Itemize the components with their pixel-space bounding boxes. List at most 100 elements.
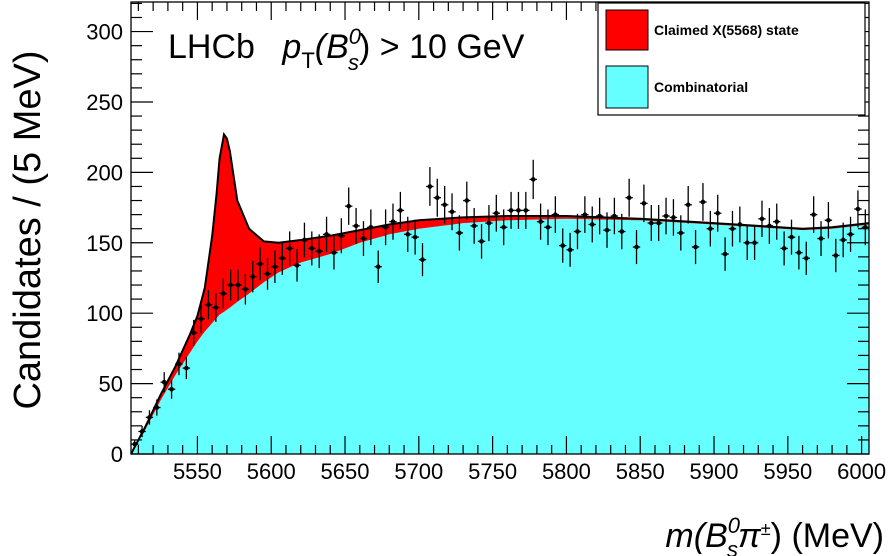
- title-experiment: LHCb: [168, 28, 255, 66]
- data-point: [396, 191, 405, 229]
- data-point: [293, 249, 301, 282]
- xlabel-pm: ±: [761, 519, 771, 539]
- data-point: [588, 206, 596, 243]
- y-axis-label: Candidates / (5 MeV): [7, 50, 49, 409]
- y-tick-label: 200: [86, 160, 123, 185]
- data-point: [632, 229, 641, 265]
- xlabel-m: m(B: [665, 517, 727, 555]
- data-point: [691, 229, 700, 265]
- data-point: [131, 440, 139, 448]
- legend-swatch-signal: [605, 9, 649, 51]
- x-tick-label: 5850: [616, 459, 665, 484]
- x-tick-label: 6000: [837, 459, 886, 484]
- data-point: [507, 191, 515, 229]
- data-point: [204, 290, 213, 320]
- data-point: [728, 210, 737, 247]
- y-tick-label: 250: [86, 90, 123, 115]
- title-T: T: [301, 48, 314, 73]
- data-point: [440, 186, 449, 224]
- data-point: [285, 231, 294, 266]
- xlabel-rest: ) (MeV): [771, 517, 884, 555]
- title-p: p: [281, 28, 301, 66]
- data-point: [839, 222, 847, 258]
- x-tick-label: 5950: [763, 459, 812, 484]
- data-point: [315, 234, 323, 269]
- data-point: [337, 218, 346, 254]
- data-point: [359, 221, 368, 256]
- data-point: [721, 237, 729, 271]
- y-tick-label: 0: [111, 442, 123, 467]
- data-point: [300, 222, 309, 258]
- data-point: [389, 203, 397, 240]
- data-point: [544, 209, 552, 246]
- data-point: [463, 181, 471, 220]
- data-point: [647, 205, 655, 242]
- legend-label-signal: Claimed X(5568) state: [654, 22, 799, 38]
- data-point: [190, 319, 198, 346]
- data-point: [234, 269, 242, 301]
- data-point: [167, 379, 176, 399]
- xlabel-pi: π: [738, 517, 762, 555]
- data-point: [706, 210, 715, 247]
- y-tick-label: 300: [86, 20, 123, 45]
- data-point: [219, 278, 227, 309]
- data-point: [514, 191, 523, 229]
- total-fit-curve: [130, 131, 870, 455]
- data-point: [536, 203, 545, 240]
- data-point: [138, 425, 146, 438]
- data-point: [854, 190, 862, 228]
- data-point: [404, 216, 412, 252]
- data-point: [824, 202, 833, 239]
- data-point: [736, 206, 744, 243]
- x-tick-label: 5900: [690, 459, 739, 484]
- data-point: [477, 224, 486, 259]
- data-point: [381, 209, 390, 246]
- data-point: [418, 243, 427, 277]
- data-point: [758, 200, 766, 238]
- data-point: [765, 207, 774, 244]
- data-point: [699, 183, 707, 221]
- x-tick-label: 5700: [394, 459, 443, 484]
- data-point: [817, 221, 825, 256]
- x-tick-label: 5600: [247, 459, 296, 484]
- data-point: [455, 215, 464, 251]
- data-point: [263, 257, 272, 290]
- data-point: [677, 215, 685, 251]
- data-point: [470, 207, 478, 244]
- data-point: [640, 184, 648, 223]
- data-point: [500, 209, 508, 246]
- data-point: [433, 178, 441, 217]
- data-point: [809, 196, 818, 233]
- data-point: [684, 186, 692, 224]
- title-open: (B: [315, 28, 349, 66]
- data-point: [492, 194, 500, 232]
- xlabel-sup: 0: [728, 513, 741, 538]
- data-point: [249, 260, 257, 293]
- data-point: [669, 199, 678, 236]
- y-tick-label: 100: [86, 301, 123, 326]
- data-point: [278, 241, 286, 275]
- data-point: [522, 191, 530, 229]
- data-point: [197, 305, 205, 333]
- data-point: [618, 213, 626, 250]
- data-point: [832, 238, 840, 273]
- data-point: [367, 209, 375, 246]
- data-point: [448, 193, 456, 231]
- data-point: [654, 205, 663, 242]
- data-point: [559, 228, 567, 263]
- data-point: [750, 225, 759, 261]
- x-tick-label: 5650: [321, 459, 370, 484]
- data-point: [352, 207, 360, 244]
- data-point: [714, 194, 722, 232]
- title-sup: 0: [349, 24, 362, 49]
- x-axis-label: m(B0 sπ±) (MeV): [665, 513, 884, 556]
- data-point: [322, 216, 331, 252]
- data-point: [573, 213, 582, 250]
- data-point: [374, 250, 382, 283]
- data-point: [802, 241, 810, 275]
- plot-frame: [130, 1, 870, 455]
- data-point: [182, 357, 191, 380]
- data-point: [566, 232, 574, 267]
- legend-swatch-background: [605, 65, 649, 109]
- y-tick-label: 50: [99, 372, 123, 397]
